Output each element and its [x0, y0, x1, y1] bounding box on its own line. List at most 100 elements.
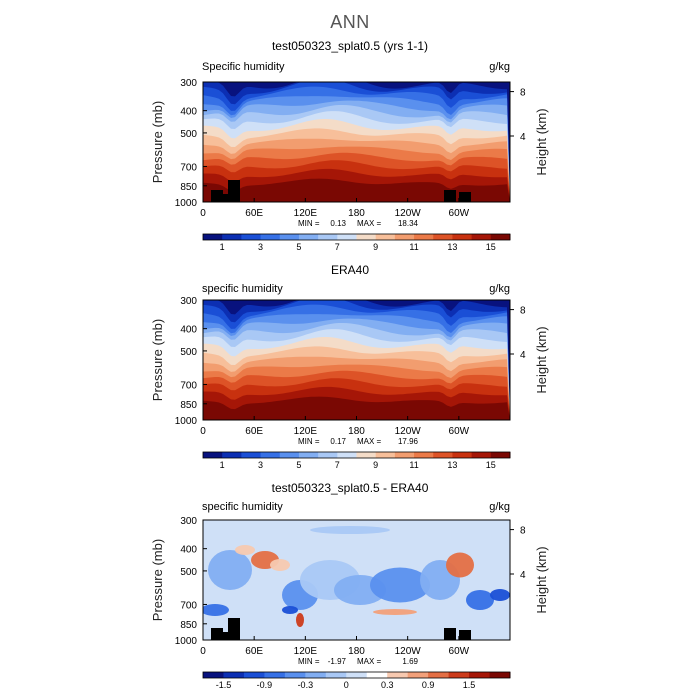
y-tick-label: 850 — [180, 400, 197, 411]
y-tick-label: 850 — [180, 182, 197, 193]
colorbar-swatch — [356, 234, 377, 240]
variable-label: specific humidity — [202, 283, 283, 295]
y-tick-label: 500 — [180, 347, 197, 358]
colorbar-swatch — [469, 672, 491, 678]
colorbar-label: 11 — [409, 242, 418, 252]
max-value: 18.34 — [398, 219, 419, 228]
colorbar-swatch — [279, 452, 300, 458]
x-tick-label: 60W — [449, 208, 470, 219]
colorbar-swatch — [356, 452, 377, 458]
colorbar-label: 3 — [258, 460, 263, 470]
y-right-axis-title: Height (km) — [534, 326, 549, 393]
variable-label: Specific humidity — [202, 61, 285, 73]
colorbar-swatch — [490, 234, 511, 240]
colorbar-swatch — [318, 452, 338, 458]
colorbar-swatch — [241, 452, 262, 458]
max-value: 17.96 — [398, 437, 419, 446]
x-tick-label: 120W — [395, 208, 422, 219]
colorbar-label: 3 — [258, 242, 263, 252]
y-tick-label: 400 — [180, 325, 197, 336]
y-right-tick-label: 4 — [520, 570, 526, 581]
colorbar-label: 5 — [296, 460, 301, 470]
colorbar-label: 7 — [335, 242, 340, 252]
colorbar-swatch — [337, 452, 357, 458]
colorbar-swatch — [337, 234, 357, 240]
y-tick-label: 400 — [180, 545, 197, 556]
x-tick-label: 0 — [200, 208, 206, 219]
topography-mask — [223, 194, 229, 202]
y-tick-label: 700 — [180, 162, 197, 173]
x-tick-label: 60W — [449, 646, 470, 657]
units-label: g/kg — [489, 283, 510, 295]
topography-mask — [228, 618, 240, 640]
colorbar-label: -0.3 — [298, 680, 314, 690]
y-tick-label: 300 — [180, 78, 197, 89]
x-tick-label: 120W — [395, 646, 422, 657]
x-tick-label: 0 — [200, 646, 206, 657]
colorbar-swatch — [203, 672, 224, 678]
y-tick-label: 300 — [180, 296, 197, 307]
colorbar-label: 1.5 — [463, 680, 476, 690]
x-tick-label: 120E — [294, 646, 318, 657]
chart-title: test050323_splat0.5 - ERA40 — [272, 482, 429, 495]
colorbar-swatch — [284, 672, 306, 678]
colorbar-swatch — [490, 452, 511, 458]
colorbar-swatch — [305, 672, 327, 678]
colorbar-swatch — [375, 234, 396, 240]
min-label: MIN = — [298, 657, 320, 666]
x-tick-label: 120W — [395, 426, 422, 437]
max-value: 1.69 — [402, 657, 418, 666]
contour-field — [203, 520, 510, 640]
x-tick-label: 120E — [294, 208, 318, 219]
colorbar-label: 9 — [373, 242, 378, 252]
colorbar-swatch — [448, 672, 470, 678]
topography-mask — [444, 190, 456, 202]
y-tick-label: 1000 — [175, 198, 198, 209]
colorbar-swatch — [452, 234, 473, 240]
colorbar-swatch — [222, 452, 242, 458]
x-tick-label: 180 — [348, 208, 365, 219]
y-right-axis-title: Height (km) — [534, 108, 549, 175]
colorbar-label: 15 — [486, 460, 496, 470]
colorbar-label: 1 — [220, 242, 225, 252]
colorbar-swatch — [366, 672, 388, 678]
y-tick-label: 1000 — [175, 416, 198, 427]
y-tick-label: 850 — [180, 620, 197, 631]
x-tick-label: 60E — [245, 208, 263, 219]
topography-mask — [211, 190, 223, 202]
min-value: 0.13 — [330, 219, 346, 228]
chart-difference: test050323_splat0.5 - ERA40 specific humi… — [150, 482, 549, 690]
y-right-axis-title: Height (km) — [534, 546, 549, 613]
colorbar-label: 0.9 — [422, 680, 435, 690]
topography-mask — [459, 630, 471, 640]
colorbar-swatch — [260, 234, 281, 240]
max-label: MAX = — [357, 657, 382, 666]
colorbar-swatch — [471, 234, 492, 240]
topography-mask — [211, 628, 223, 640]
colorbar-label: 0.3 — [381, 680, 394, 690]
x-tick-label: 60E — [245, 426, 263, 437]
topography-mask — [444, 628, 456, 640]
colorbar-swatch — [433, 234, 453, 240]
colorbar-swatch — [414, 234, 434, 240]
x-tick-label: 0 — [200, 426, 206, 437]
colorbar-label: -1.5 — [216, 680, 232, 690]
min-label: MIN = — [298, 437, 320, 446]
chart-title: test050323_splat0.5 (yrs 1-1) — [272, 40, 428, 53]
colorbar-label: 13 — [447, 242, 457, 252]
colorbar-label: 7 — [335, 460, 340, 470]
colorbar-swatch — [407, 672, 429, 678]
colorbar-label: 15 — [486, 242, 496, 252]
colorbar-swatch — [203, 234, 223, 240]
max-label: MAX = — [357, 437, 382, 446]
colorbar-swatch — [222, 234, 242, 240]
colorbar-swatch — [394, 452, 415, 458]
y-tick-label: 700 — [180, 380, 197, 391]
colorbar-swatch — [279, 234, 300, 240]
max-label: MAX = — [357, 219, 382, 228]
colorbar-label: 1 — [220, 460, 225, 470]
x-tick-label: 60E — [245, 646, 263, 657]
y-tick-label: 500 — [180, 129, 197, 140]
y-right-tick-label: 4 — [520, 132, 526, 143]
